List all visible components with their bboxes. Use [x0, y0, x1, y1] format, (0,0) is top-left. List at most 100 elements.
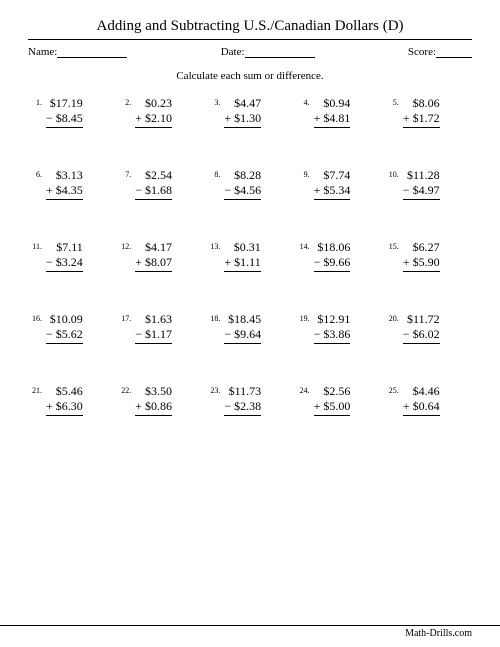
top-operand: $4.47: [224, 96, 261, 111]
problem-rule: [314, 415, 351, 416]
problem-number: 17.: [119, 312, 131, 323]
bottom-operand: − $2.38: [224, 399, 261, 414]
bottom-operand: + $0.64: [403, 399, 440, 414]
top-operand: $3.50: [135, 384, 172, 399]
title-rule: [28, 39, 472, 40]
bottom-operand: − $3.24: [46, 255, 83, 270]
problem: 16. $10.09− $5.62: [30, 312, 113, 344]
problem-stack: $11.73− $2.38: [224, 384, 261, 416]
problem: 25. $4.46+ $0.64: [387, 384, 470, 416]
problem-rule: [314, 199, 351, 200]
top-operand: $10.09: [46, 312, 83, 327]
problem-stack: $10.09− $5.62: [46, 312, 83, 344]
problem: 7. $2.54− $1.68: [119, 168, 202, 200]
problem: 12. $4.17+ $8.07: [119, 240, 202, 272]
bottom-operand: − $4.56: [224, 183, 261, 198]
problem: 21. $5.46+ $6.30: [30, 384, 113, 416]
problem-rule: [224, 271, 260, 272]
problem-stack: $11.28− $4.97: [403, 168, 440, 200]
problem-stack: $4.46+ $0.64: [403, 384, 440, 416]
problem-stack: $4.17+ $8.07: [135, 240, 172, 272]
problem-stack: $8.06+ $1.72: [403, 96, 440, 128]
problem-rule: [314, 271, 351, 272]
problem-rule: [403, 415, 440, 416]
problem: 10. $11.28− $4.97: [387, 168, 470, 200]
problem-stack: $5.46+ $6.30: [46, 384, 83, 416]
problem: 18. $18.45− $9.64: [208, 312, 291, 344]
problem-stack: $1.63− $1.17: [135, 312, 172, 344]
problem-rule: [224, 343, 261, 344]
problem-stack: $11.72− $6.02: [403, 312, 440, 344]
problem-number: 3.: [208, 96, 220, 107]
bottom-operand: + $5.34: [314, 183, 351, 198]
problem-stack: $3.13+ $4.35: [46, 168, 83, 200]
problem: 2. $0.23+ $2.10: [119, 96, 202, 128]
date-field: Date:: [221, 46, 315, 58]
top-operand: $8.06: [403, 96, 440, 111]
bottom-operand: + $1.30: [224, 111, 261, 126]
problem-number: 18.: [208, 312, 220, 323]
top-operand: $17.19: [46, 96, 83, 111]
top-operand: $2.56: [314, 384, 351, 399]
problem-stack: $7.74+ $5.34: [314, 168, 351, 200]
problem-rule: [135, 415, 172, 416]
problem-number: 9.: [298, 168, 310, 179]
problem: 1. $17.19− $8.45: [30, 96, 113, 128]
problem-stack: $8.28− $4.56: [224, 168, 261, 200]
problem-number: 5.: [387, 96, 399, 107]
problem-stack: $6.27+ $5.90: [403, 240, 440, 272]
score-field: Score:: [408, 46, 472, 58]
bottom-operand: + $4.35: [46, 183, 83, 198]
problem-rule: [224, 415, 261, 416]
problem-number: 6.: [30, 168, 42, 179]
bottom-operand: + $6.30: [46, 399, 83, 414]
problem-stack: $12.91− $3.86: [314, 312, 351, 344]
problem: 14. $18.06− $9.66: [298, 240, 381, 272]
problem: 6. $3.13+ $4.35: [30, 168, 113, 200]
problem-number: 25.: [387, 384, 399, 395]
problem-rule: [135, 343, 172, 344]
problem: 5. $8.06+ $1.72: [387, 96, 470, 128]
bottom-operand: + $2.10: [135, 111, 172, 126]
problem: 20. $11.72− $6.02: [387, 312, 470, 344]
problem-stack: $4.47+ $1.30: [224, 96, 261, 128]
page-title: Adding and Subtracting U.S./Canadian Dol…: [28, 18, 472, 35]
name-line[interactable]: [57, 47, 127, 58]
top-operand: $7.74: [314, 168, 351, 183]
problem-number: 16.: [30, 312, 42, 323]
problem: 9. $7.74+ $5.34: [298, 168, 381, 200]
problem-rule: [46, 415, 83, 416]
problem-stack: $0.31+ $1.11: [224, 240, 260, 272]
problem-stack: $3.50+ $0.86: [135, 384, 172, 416]
problem-number: 7.: [119, 168, 131, 179]
date-line[interactable]: [245, 47, 315, 58]
top-operand: $0.23: [135, 96, 172, 111]
problem-rule: [224, 199, 261, 200]
problem-rule: [46, 127, 83, 128]
bottom-operand: + $1.11: [224, 255, 260, 270]
bottom-operand: − $1.68: [135, 183, 172, 198]
problem: 19. $12.91− $3.86: [298, 312, 381, 344]
score-line[interactable]: [436, 47, 472, 58]
instruction-text: Calculate each sum or difference.: [28, 70, 472, 82]
problem: 3. $4.47+ $1.30: [208, 96, 291, 128]
problem-number: 2.: [119, 96, 131, 107]
top-operand: $0.94: [314, 96, 351, 111]
problem-rule: [135, 127, 172, 128]
top-operand: $5.46: [46, 384, 83, 399]
bottom-operand: + $0.86: [135, 399, 172, 414]
top-operand: $12.91: [314, 312, 351, 327]
problem-number: 12.: [119, 240, 131, 251]
date-label: Date:: [221, 46, 245, 58]
problem-stack: $18.06− $9.66: [314, 240, 351, 272]
problem: 17. $1.63− $1.17: [119, 312, 202, 344]
bottom-operand: − $8.45: [46, 111, 83, 126]
problem: 13. $0.31+ $1.11: [208, 240, 291, 272]
problem: 24. $2.56+ $5.00: [298, 384, 381, 416]
problem-rule: [46, 343, 83, 344]
problem-number: 19.: [298, 312, 310, 323]
top-operand: $4.17: [135, 240, 172, 255]
problem-stack: $7.11− $3.24: [46, 240, 83, 272]
worksheet-page: Adding and Subtracting U.S./Canadian Dol…: [0, 0, 500, 647]
problem-stack: $0.23+ $2.10: [135, 96, 172, 128]
